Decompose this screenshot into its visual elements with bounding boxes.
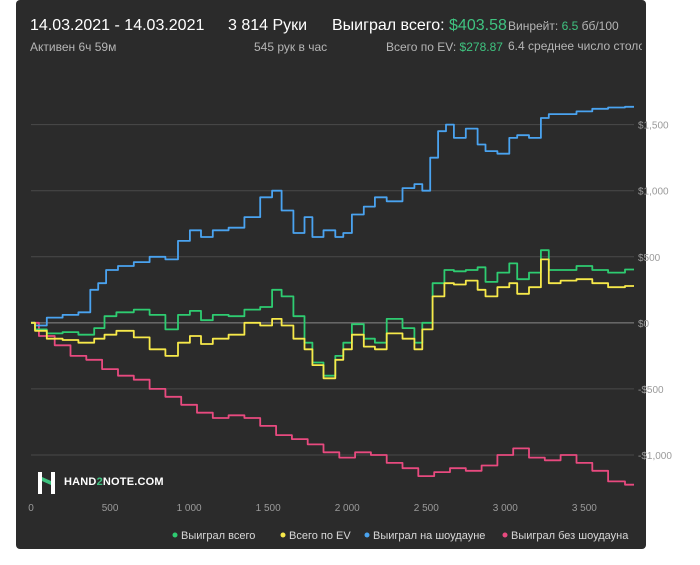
- series-line-2: [31, 105, 634, 327]
- legend-marker: [172, 532, 178, 538]
- series-line-0: [31, 249, 634, 377]
- won-total-value: $403.58: [449, 17, 507, 34]
- tables-average: 6.4 среднее число столов: [508, 39, 642, 53]
- legend-label[interactable]: Выиграл на шоудауне: [373, 530, 485, 542]
- hand2note-logo-text: HAND2NOTE.COM: [64, 476, 164, 488]
- x-tick-label: 1 500: [256, 503, 281, 514]
- legend: Выиграл всего Всего по EV Выиграл на шоуда…: [172, 530, 629, 542]
- series-line-1: [31, 258, 634, 380]
- series-line-3: [31, 321, 634, 486]
- logo-text-b: 2: [96, 476, 103, 488]
- hand2note-logo-icon: [38, 472, 55, 494]
- ev-value: $278.87: [459, 40, 503, 54]
- x-tick-label: 500: [102, 503, 119, 514]
- x-tick-label: 2 500: [414, 503, 439, 514]
- legend-label[interactable]: Всего по EV: [289, 530, 351, 542]
- y-tick-label: $1,000: [638, 187, 669, 198]
- y-tick-label: $500: [638, 253, 661, 264]
- logo-text-c: NOTE.COM: [102, 476, 164, 488]
- x-tick-label: 3 500: [572, 503, 597, 514]
- legend-marker: [502, 532, 508, 538]
- y-tick-label: $0: [638, 319, 650, 330]
- winrate-value: 6.5: [561, 19, 579, 33]
- active-time: Активен 6ч 59м: [30, 40, 117, 54]
- series-lines: [31, 105, 634, 486]
- ev-label: Всего по EV:: [386, 40, 457, 54]
- date-range: 14.03.2021 - 14.03.2021: [30, 17, 205, 34]
- x-tick-label: 2 000: [335, 503, 360, 514]
- x-tick-label: 0: [28, 503, 34, 514]
- logo-text-a: HAND: [64, 476, 97, 488]
- y-tick-label: $1,500: [638, 121, 669, 132]
- legend-marker: [364, 532, 370, 538]
- grid-lines: [31, 124, 634, 456]
- hands-per-hour: 545 рук в час: [254, 40, 328, 54]
- won-total-label: Выиграл всего:: [332, 17, 445, 34]
- won-total: Выиграл всего: $403.58: [332, 17, 507, 35]
- x-axis-ticks: 0 500 1 000 1 500 2 000 2 500 3 000 3 500: [28, 503, 597, 514]
- legend-label[interactable]: Выиграл всего: [181, 530, 255, 542]
- x-tick-label: 1 000: [177, 503, 202, 514]
- y-tick-label: -$1,000: [638, 451, 672, 462]
- winrate-label: Винрейт:: [508, 19, 559, 33]
- winrate: Винрейт: 6.5 бб/100: [508, 19, 619, 33]
- legend-marker: [280, 532, 286, 538]
- x-tick-label: 3 000: [493, 503, 518, 514]
- legend-label[interactable]: Выиграл без шоудауна: [511, 530, 629, 542]
- y-axis-ticks: -$1,000 -$500 $0 $500 $1,000 $1,500: [638, 121, 672, 462]
- y-tick-label: -$500: [638, 385, 664, 396]
- ev-total: Всего по EV: $278.87: [386, 40, 503, 54]
- hands-count: 3 814 Руки: [228, 17, 308, 34]
- winrate-unit: бб/100: [581, 19, 619, 33]
